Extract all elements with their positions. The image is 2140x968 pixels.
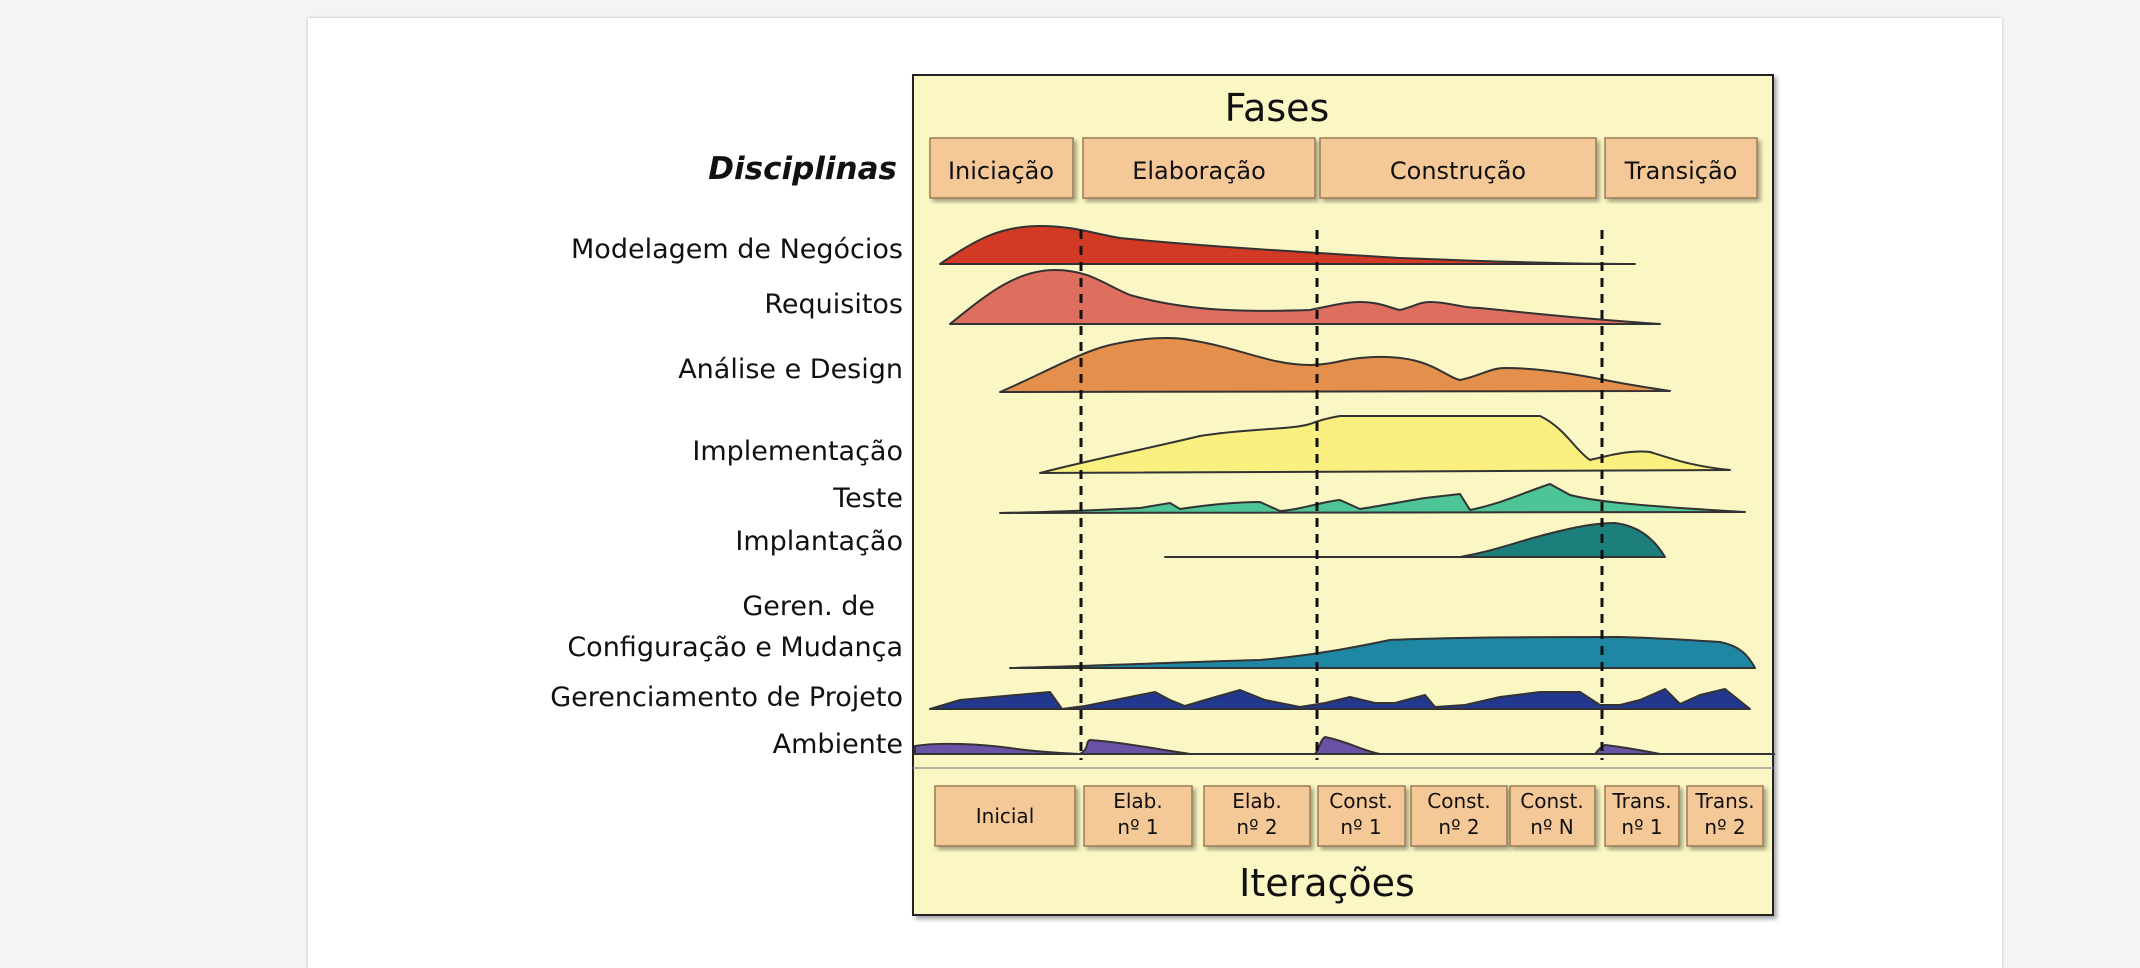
iteration-box-const-n: [1509, 785, 1596, 847]
iteration-boxes: [934, 785, 1764, 847]
content-card: Fases Disciplinas Iniciação Elaboração C…: [308, 18, 2002, 968]
iteration-label-const-1-l2: nº 1: [1340, 815, 1381, 839]
hump-teste: [999, 483, 1746, 514]
iteration-label-trans-1-l1: Trans.: [1611, 789, 1671, 813]
iteration-label-trans-2-l1: Trans.: [1694, 789, 1754, 813]
iteration-label-inicial: Inicial: [976, 804, 1035, 828]
phase-label-iniciacao: Iniciação: [948, 157, 1054, 185]
iteration-box-elab-1: [1083, 785, 1193, 847]
discipline-label-analise: Análise e Design: [678, 354, 903, 385]
discipline-label-implementacao: Implementação: [692, 436, 903, 467]
iteration-box-const-2: [1410, 785, 1508, 847]
phase-box-transicao: [1604, 137, 1758, 199]
discipline-label-requisitos: Requisitos: [764, 289, 903, 320]
discipline-label-gerenciamento-config-1: Geren. de: [742, 591, 875, 622]
iteration-label-elab-2-l1: Elab.: [1232, 789, 1282, 813]
iteration-label-trans-1-l2: nº 1: [1621, 815, 1662, 839]
iteration-label-elab-1-l1: Elab.: [1113, 789, 1163, 813]
discipline-label-gerenciamento-config-2: Configuração e Mudança: [567, 632, 903, 663]
iteration-label-const-2-l2: nº 2: [1438, 815, 1479, 839]
hump-implantacao: [1164, 522, 1666, 558]
phase-label-construcao: Construção: [1390, 157, 1526, 185]
phase-box-iniciacao: [929, 137, 1074, 199]
hump-gerenciamento-de-configuracao: [1009, 636, 1756, 669]
discipline-label-projeto: Gerenciamento de Projeto: [550, 682, 903, 713]
iteration-label-elab-2-l2: nº 2: [1236, 815, 1277, 839]
iteration-label-const-n-l1: Const.: [1520, 789, 1584, 813]
discipline-label-teste: Teste: [832, 483, 903, 514]
hump-modelagem-de-negocios: [939, 225, 1636, 265]
iteration-label-const-2-l1: Const.: [1427, 789, 1491, 813]
iteration-box-inicial: [934, 785, 1076, 847]
hump-gerenciamento-de-projeto: [929, 688, 1751, 710]
iteration-box-trans-1: [1604, 785, 1680, 847]
iterations-footer: Iterações: [1239, 861, 1415, 905]
iteration-label-elab-1-l2: nº 1: [1117, 815, 1158, 839]
phase-box-elaboracao: [1082, 137, 1316, 199]
iteration-labels: Inicial Elab. nº 1 Elab. nº 2 Const. nº …: [976, 789, 1755, 839]
phases-title: Fases: [1225, 86, 1330, 130]
iteration-label-const-1-l1: Const.: [1329, 789, 1393, 813]
disciplines-heading: Disciplinas: [708, 151, 897, 187]
hump-requisitos: [949, 269, 1661, 325]
iteration-label-trans-2-l2: nº 2: [1704, 815, 1745, 839]
phase-label-transicao: Transição: [1624, 157, 1738, 185]
diagram-panel: [912, 74, 1774, 916]
iteration-label-const-n-l2: nº N: [1530, 815, 1573, 839]
iteration-box-trans-2: [1686, 785, 1764, 847]
iteration-box-elab-2: [1203, 785, 1311, 847]
iteration-box-const-1: [1317, 785, 1406, 847]
discipline-label-ambiente: Ambiente: [773, 729, 903, 760]
discipline-label-modelagem: Modelagem de Negócios: [571, 234, 903, 265]
discipline-labels: Modelagem de Negócios Requisitos Análise…: [550, 234, 903, 760]
hump-analise-e-design: [999, 336, 1671, 393]
phase-boxes: Iniciação Elaboração Construção Transiçã…: [929, 137, 1758, 199]
phase-boundaries: [1079, 230, 1604, 760]
hump-implementacao: [1039, 415, 1731, 474]
phase-label-elaboracao: Elaboração: [1132, 157, 1266, 185]
discipline-label-implantacao: Implantação: [735, 526, 903, 557]
phase-box-construcao: [1319, 137, 1597, 199]
